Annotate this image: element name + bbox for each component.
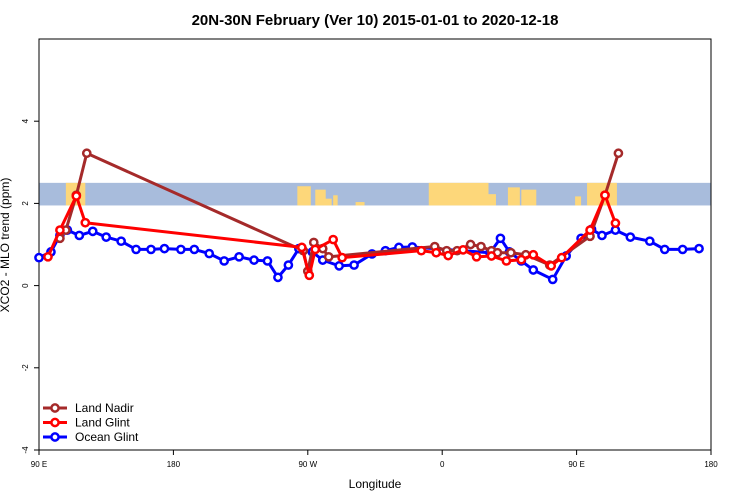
data-point bbox=[471, 251, 482, 262]
data-point bbox=[337, 252, 347, 263]
map-land bbox=[507, 187, 520, 206]
data-point bbox=[547, 274, 558, 285]
data-point bbox=[43, 251, 53, 262]
map-land bbox=[521, 189, 537, 206]
plot-frame bbox=[38, 38, 712, 451]
data-point bbox=[613, 148, 624, 159]
data-point bbox=[528, 249, 539, 260]
data-point bbox=[349, 260, 359, 270]
data-point bbox=[262, 256, 273, 266]
data-point bbox=[431, 247, 442, 258]
data-point bbox=[486, 251, 497, 261]
data-point bbox=[80, 217, 91, 228]
legend-label: Land Nadir bbox=[75, 401, 134, 415]
data-point bbox=[101, 232, 112, 242]
map-land bbox=[355, 202, 365, 206]
data-point bbox=[34, 252, 44, 263]
map-land bbox=[315, 189, 326, 206]
data-point bbox=[597, 230, 607, 241]
x-tick-label: 180 bbox=[167, 460, 181, 469]
data-point bbox=[516, 254, 527, 265]
data-point bbox=[659, 244, 670, 255]
data-point bbox=[87, 226, 98, 237]
map-land bbox=[324, 198, 332, 206]
data-point bbox=[495, 233, 506, 244]
chart-title: 20N-30N February (Ver 10) 2015-01-01 to … bbox=[192, 12, 559, 29]
y-axis-label: XCO2 - MLO trend (ppm) bbox=[0, 178, 12, 313]
data-point bbox=[416, 245, 427, 256]
data-point bbox=[71, 191, 82, 201]
data-point bbox=[677, 244, 688, 255]
x-axis-label: Longitude bbox=[349, 477, 402, 491]
data-point bbox=[189, 244, 200, 255]
data-point bbox=[585, 225, 595, 235]
data-point bbox=[234, 251, 244, 262]
data-point bbox=[556, 252, 567, 263]
y-tick-label: -2 bbox=[21, 364, 30, 372]
data-point bbox=[146, 244, 156, 255]
data-point bbox=[328, 234, 339, 245]
data-point bbox=[625, 232, 636, 242]
map-land bbox=[575, 196, 582, 206]
data-point bbox=[204, 248, 215, 259]
data-point bbox=[694, 243, 704, 254]
data-point bbox=[74, 230, 85, 241]
data-point bbox=[334, 261, 345, 271]
x-tick-label: 90 W bbox=[298, 460, 317, 469]
data-point bbox=[458, 244, 468, 255]
x-tick-label: 90 E bbox=[31, 460, 47, 469]
y-tick-label: 4 bbox=[21, 118, 30, 123]
legend-marker bbox=[50, 417, 60, 428]
data-point bbox=[443, 250, 454, 261]
data-point bbox=[476, 241, 486, 252]
legend-label: Land Glint bbox=[75, 416, 130, 430]
series-land-glint bbox=[43, 190, 621, 281]
map-band bbox=[39, 182, 711, 206]
legend-marker bbox=[50, 403, 60, 413]
data-point bbox=[323, 251, 334, 262]
x-tick-label: 180 bbox=[704, 460, 718, 469]
data-point bbox=[465, 239, 476, 250]
data-point bbox=[528, 265, 539, 275]
y-axis: -4 -2 0 2 4 bbox=[21, 118, 39, 454]
legend-marker bbox=[50, 432, 60, 442]
x-tick-label: 0 bbox=[440, 460, 445, 469]
x-axis: 90 E 180 90 W 0 90 E 180 bbox=[31, 450, 718, 469]
map-ocean bbox=[39, 182, 711, 206]
data-point bbox=[131, 244, 141, 255]
data-point bbox=[610, 218, 621, 228]
map-land bbox=[472, 194, 496, 206]
data-point bbox=[644, 236, 655, 247]
series-line bbox=[58, 151, 620, 273]
data-point bbox=[249, 255, 259, 265]
data-point bbox=[501, 256, 512, 266]
y-tick-label: -4 bbox=[21, 446, 30, 454]
legend-label: Ocean Glint bbox=[75, 430, 139, 444]
data-point bbox=[176, 244, 186, 255]
series-layer bbox=[34, 148, 704, 285]
data-point bbox=[273, 272, 283, 283]
data-point bbox=[116, 236, 126, 247]
map-land bbox=[297, 186, 311, 206]
y-tick-label: 0 bbox=[21, 283, 30, 288]
data-point bbox=[296, 242, 307, 253]
data-point bbox=[159, 243, 170, 254]
x-tick-label: 90 E bbox=[568, 460, 584, 469]
data-point bbox=[310, 244, 321, 255]
data-point bbox=[304, 270, 315, 281]
y-tick-label: 2 bbox=[21, 201, 30, 206]
data-point bbox=[546, 261, 557, 271]
data-point bbox=[600, 190, 610, 201]
data-point bbox=[55, 225, 65, 235]
data-point bbox=[506, 247, 516, 258]
data-point bbox=[81, 148, 92, 159]
data-point bbox=[283, 260, 294, 270]
data-point bbox=[219, 256, 230, 266]
map-land bbox=[333, 195, 338, 206]
